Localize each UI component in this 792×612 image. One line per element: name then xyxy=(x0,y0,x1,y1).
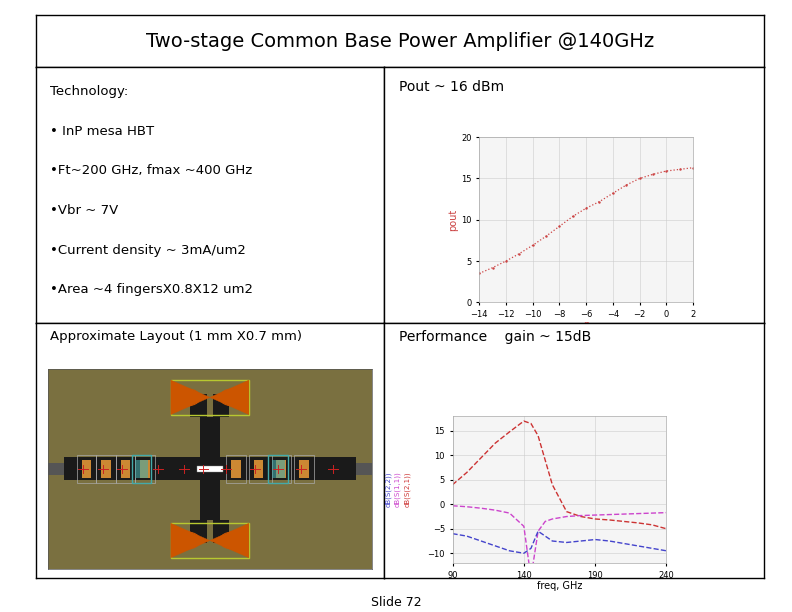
Text: Technology:: Technology: xyxy=(50,85,128,98)
Bar xyxy=(77,455,97,483)
Text: Performance    gain ~ 15dB: Performance gain ~ 15dB xyxy=(399,330,592,345)
Text: •Ft~200 GHz, fmax ~400 GHz: •Ft~200 GHz, fmax ~400 GHz xyxy=(50,165,252,177)
X-axis label: p: p xyxy=(583,321,589,330)
Bar xyxy=(82,460,91,477)
Bar xyxy=(276,460,286,477)
Y-axis label: pout: pout xyxy=(448,209,459,231)
Text: Two-stage Common Base Power Amplifier @140GHz: Two-stage Common Base Power Amplifier @1… xyxy=(146,32,654,51)
Polygon shape xyxy=(210,380,249,414)
Bar xyxy=(200,480,219,520)
Bar xyxy=(213,520,230,543)
Bar xyxy=(231,460,241,477)
Bar xyxy=(272,460,284,477)
Text: • InP mesa HBT: • InP mesa HBT xyxy=(50,125,154,138)
Bar xyxy=(132,455,151,483)
Bar xyxy=(356,463,372,475)
Bar xyxy=(171,523,249,558)
Bar xyxy=(295,455,314,483)
Bar xyxy=(140,460,150,477)
Text: Pout ~ 16 dBm: Pout ~ 16 dBm xyxy=(399,80,505,94)
Bar xyxy=(190,520,207,543)
Bar xyxy=(171,380,249,414)
Text: dB(S(2,1)): dB(S(2,1)) xyxy=(404,472,410,507)
Bar xyxy=(197,466,223,472)
Bar xyxy=(299,460,309,477)
X-axis label: freq, GHz: freq, GHz xyxy=(537,581,582,591)
Bar xyxy=(97,455,116,483)
Bar xyxy=(190,395,207,417)
Text: Approximate Layout (1 mm X0.7 mm): Approximate Layout (1 mm X0.7 mm) xyxy=(50,330,302,343)
Polygon shape xyxy=(210,523,249,558)
Bar xyxy=(213,395,230,417)
Bar xyxy=(101,460,111,477)
Bar xyxy=(272,455,291,483)
Bar xyxy=(249,455,268,483)
Bar xyxy=(135,455,154,483)
Text: Slide 72: Slide 72 xyxy=(371,596,421,609)
Bar xyxy=(268,455,287,483)
Bar xyxy=(227,455,246,483)
Text: dB(S(1,1)): dB(S(1,1)) xyxy=(394,472,401,507)
Bar xyxy=(200,417,219,458)
Text: •Current density ~ 3mA/um2: •Current density ~ 3mA/um2 xyxy=(50,244,246,256)
Bar xyxy=(48,463,63,475)
Text: •Vbr ~ 7V: •Vbr ~ 7V xyxy=(50,204,118,217)
Text: •Area ~4 fingersX0.8X12 um2: •Area ~4 fingersX0.8X12 um2 xyxy=(50,283,253,296)
Polygon shape xyxy=(171,523,210,558)
Bar xyxy=(120,460,131,477)
Bar xyxy=(63,458,356,480)
Bar xyxy=(135,460,148,477)
Text: dB(S(2,2)): dB(S(2,2)) xyxy=(385,472,391,507)
Polygon shape xyxy=(171,380,210,414)
Bar xyxy=(116,455,135,483)
Bar xyxy=(253,460,264,477)
